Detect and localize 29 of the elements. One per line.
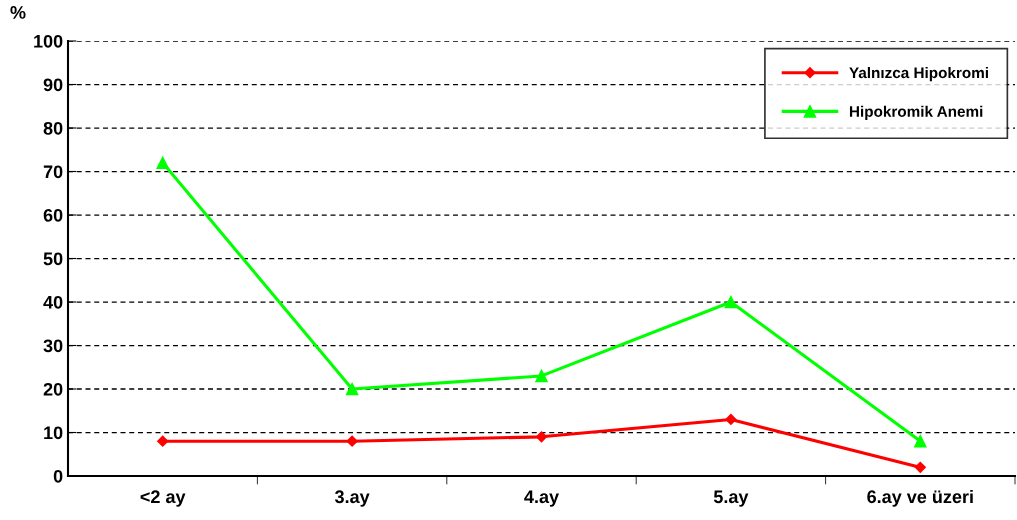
y-tick-label: 100 xyxy=(34,34,63,48)
y-tick-label: 40 xyxy=(43,295,63,309)
point xyxy=(725,413,737,426)
point xyxy=(346,435,358,447)
legend-label: Hipokromik Anemi xyxy=(849,105,983,120)
x-tick-label: 5.ay xyxy=(713,490,749,507)
x-tick-label: 6.ay ve üzeri xyxy=(867,489,973,507)
x-tick-label: 3.ay xyxy=(334,490,370,507)
y-tick-label: 90 xyxy=(43,78,63,92)
y-tick-label: 20 xyxy=(43,382,63,396)
point xyxy=(535,431,548,443)
y-tick-label: 30 xyxy=(43,339,63,353)
point xyxy=(156,156,169,170)
point xyxy=(157,435,169,447)
point xyxy=(914,434,927,448)
point xyxy=(914,461,926,473)
y-axis-title: % xyxy=(10,6,26,19)
y-tick-label: 70 xyxy=(43,165,63,179)
y-tick-label: 80 xyxy=(43,121,63,135)
y-tick-label: 0 xyxy=(53,469,63,483)
point xyxy=(535,369,548,383)
y-tick-label: 50 xyxy=(43,252,63,266)
x-tick-label: 4.ay xyxy=(524,490,559,507)
point xyxy=(345,382,359,396)
y-tick-label: 60 xyxy=(43,208,63,222)
point xyxy=(724,295,738,309)
legend-label: Yalnızca Hipokromi xyxy=(849,66,988,82)
x-tick-label: <2 ay xyxy=(140,490,186,507)
y-tick-label: 10 xyxy=(44,426,63,440)
